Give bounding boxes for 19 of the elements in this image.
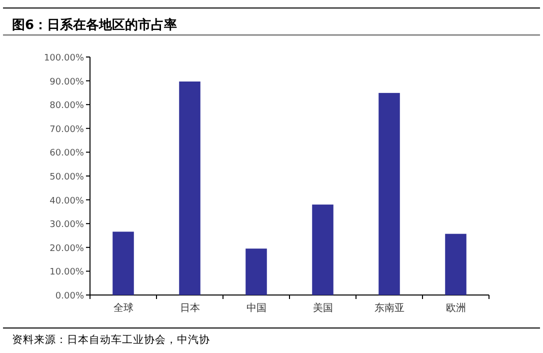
- y-tick-label: 50.00%: [50, 172, 84, 182]
- y-tick-label: 70.00%: [50, 124, 84, 135]
- y-tick-label: 80.00%: [50, 101, 84, 112]
- text: 资料来源：日本自动车工业协会，中汽协: [12, 333, 210, 346]
- title: 图6：日系在各地区的市占率: [12, 18, 178, 33]
- y-tick-label: 30.00%: [50, 220, 84, 230]
- y-tick-label: 0.00%: [55, 292, 84, 302]
- x-tick-label: 东南亚: [374, 302, 404, 314]
- x-tick-label: 中国: [246, 302, 266, 314]
- y-tick-label: 60.00%: [50, 148, 84, 159]
- y-tick-label: 90.00%: [50, 77, 84, 88]
- y-tick-label: 100.00%: [44, 54, 84, 64]
- y-tick-label: 40.00%: [50, 196, 84, 206]
- x-tick-label: 欧洲: [446, 302, 466, 314]
- y-tick-label: 20.00%: [50, 244, 84, 254]
- x-tick-label: 全球: [113, 302, 134, 314]
- x-tick-label: 日本: [180, 302, 200, 314]
- y-tick-label: 10.00%: [50, 268, 84, 278]
- x-tick-label: 美国: [312, 302, 333, 314]
